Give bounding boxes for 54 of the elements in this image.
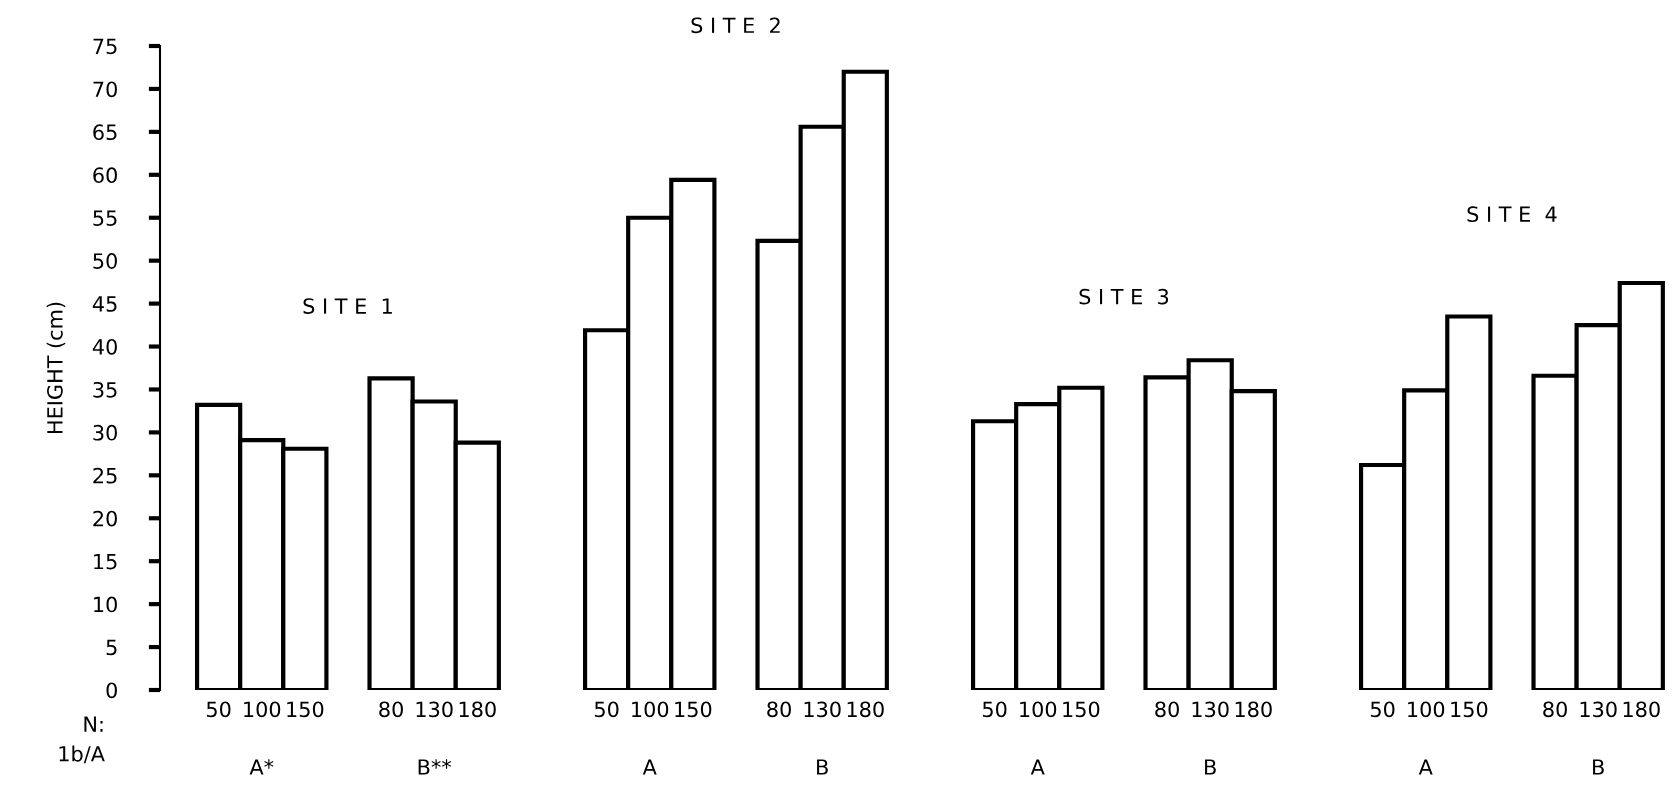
y-tick-label: 35 [93, 381, 117, 398]
y-tick-label: 75 [93, 38, 117, 55]
x-tick-label: 150 [1451, 701, 1488, 718]
x-tick-label: 130 [1192, 701, 1229, 718]
text: B [1205, 759, 1216, 775]
text: A* [249, 759, 274, 775]
x-tick-label: 130 [1580, 701, 1617, 718]
x-tick-label: 100 [1020, 701, 1057, 718]
text: N: 1b/A [59, 716, 105, 764]
text: A [1418, 759, 1433, 775]
annotation: S I T E 3 [1079, 288, 1169, 305]
y-tick-label: 20 [93, 510, 117, 527]
x-tick-label: 180 [1623, 701, 1660, 718]
x-tick-label: 180 [459, 701, 496, 718]
y-tick-label: 50 [93, 253, 117, 269]
text: B** [418, 759, 452, 775]
x-tick-label: 80 [379, 701, 403, 718]
text: B [817, 759, 828, 775]
y-tick-label: 0 [106, 682, 117, 699]
y-tick-label: 60 [93, 167, 117, 184]
x-tick-label: 130 [804, 701, 841, 718]
x-tick-label: 100 [1408, 701, 1445, 718]
x-tick-label: 150 [1063, 701, 1100, 718]
annotation: S I T E 4 [1467, 206, 1557, 223]
x-tick-label: 80 [1543, 701, 1567, 718]
x-tick-label: 100 [632, 701, 669, 718]
text: S I T E 2 [691, 17, 780, 34]
y-tick-label: 65 [93, 124, 117, 141]
x-tick-label: 50 [1370, 701, 1395, 718]
y-tick-label: 30 [93, 424, 117, 441]
x-tick-label: 180 [1235, 701, 1272, 718]
text: A [642, 759, 657, 775]
x-tick-label: 180 [847, 701, 884, 718]
x-tick-label: 80 [1155, 701, 1179, 718]
y-tick-label: 45 [92, 296, 117, 312]
x-tick-label: 150 [675, 701, 712, 718]
annotation: S I T E 1 [303, 298, 392, 314]
x-tick-label: 50 [206, 701, 231, 718]
text: B [1593, 759, 1604, 775]
y-tick-label: 40 [92, 338, 117, 355]
y-tick-label: 25 [93, 467, 117, 484]
x-tick-label: 50 [982, 701, 1007, 718]
y-tick-label: 10 [94, 596, 117, 613]
x-tick-label: 150 [287, 701, 324, 718]
x-tick-label: 130 [416, 701, 453, 718]
x-tick-label: 80 [767, 701, 791, 718]
text: A [1030, 759, 1045, 775]
y-axis-title: HEIGHT (cm) [46, 302, 66, 434]
y-tick-label: 5 [106, 639, 117, 656]
y-tick-label: 70 [93, 81, 117, 98]
y-tick-label: 15 [94, 553, 117, 570]
x-tick-label: 100 [244, 701, 281, 718]
x-tick-label: 50 [594, 701, 619, 718]
y-tick-label: 55 [93, 210, 117, 226]
